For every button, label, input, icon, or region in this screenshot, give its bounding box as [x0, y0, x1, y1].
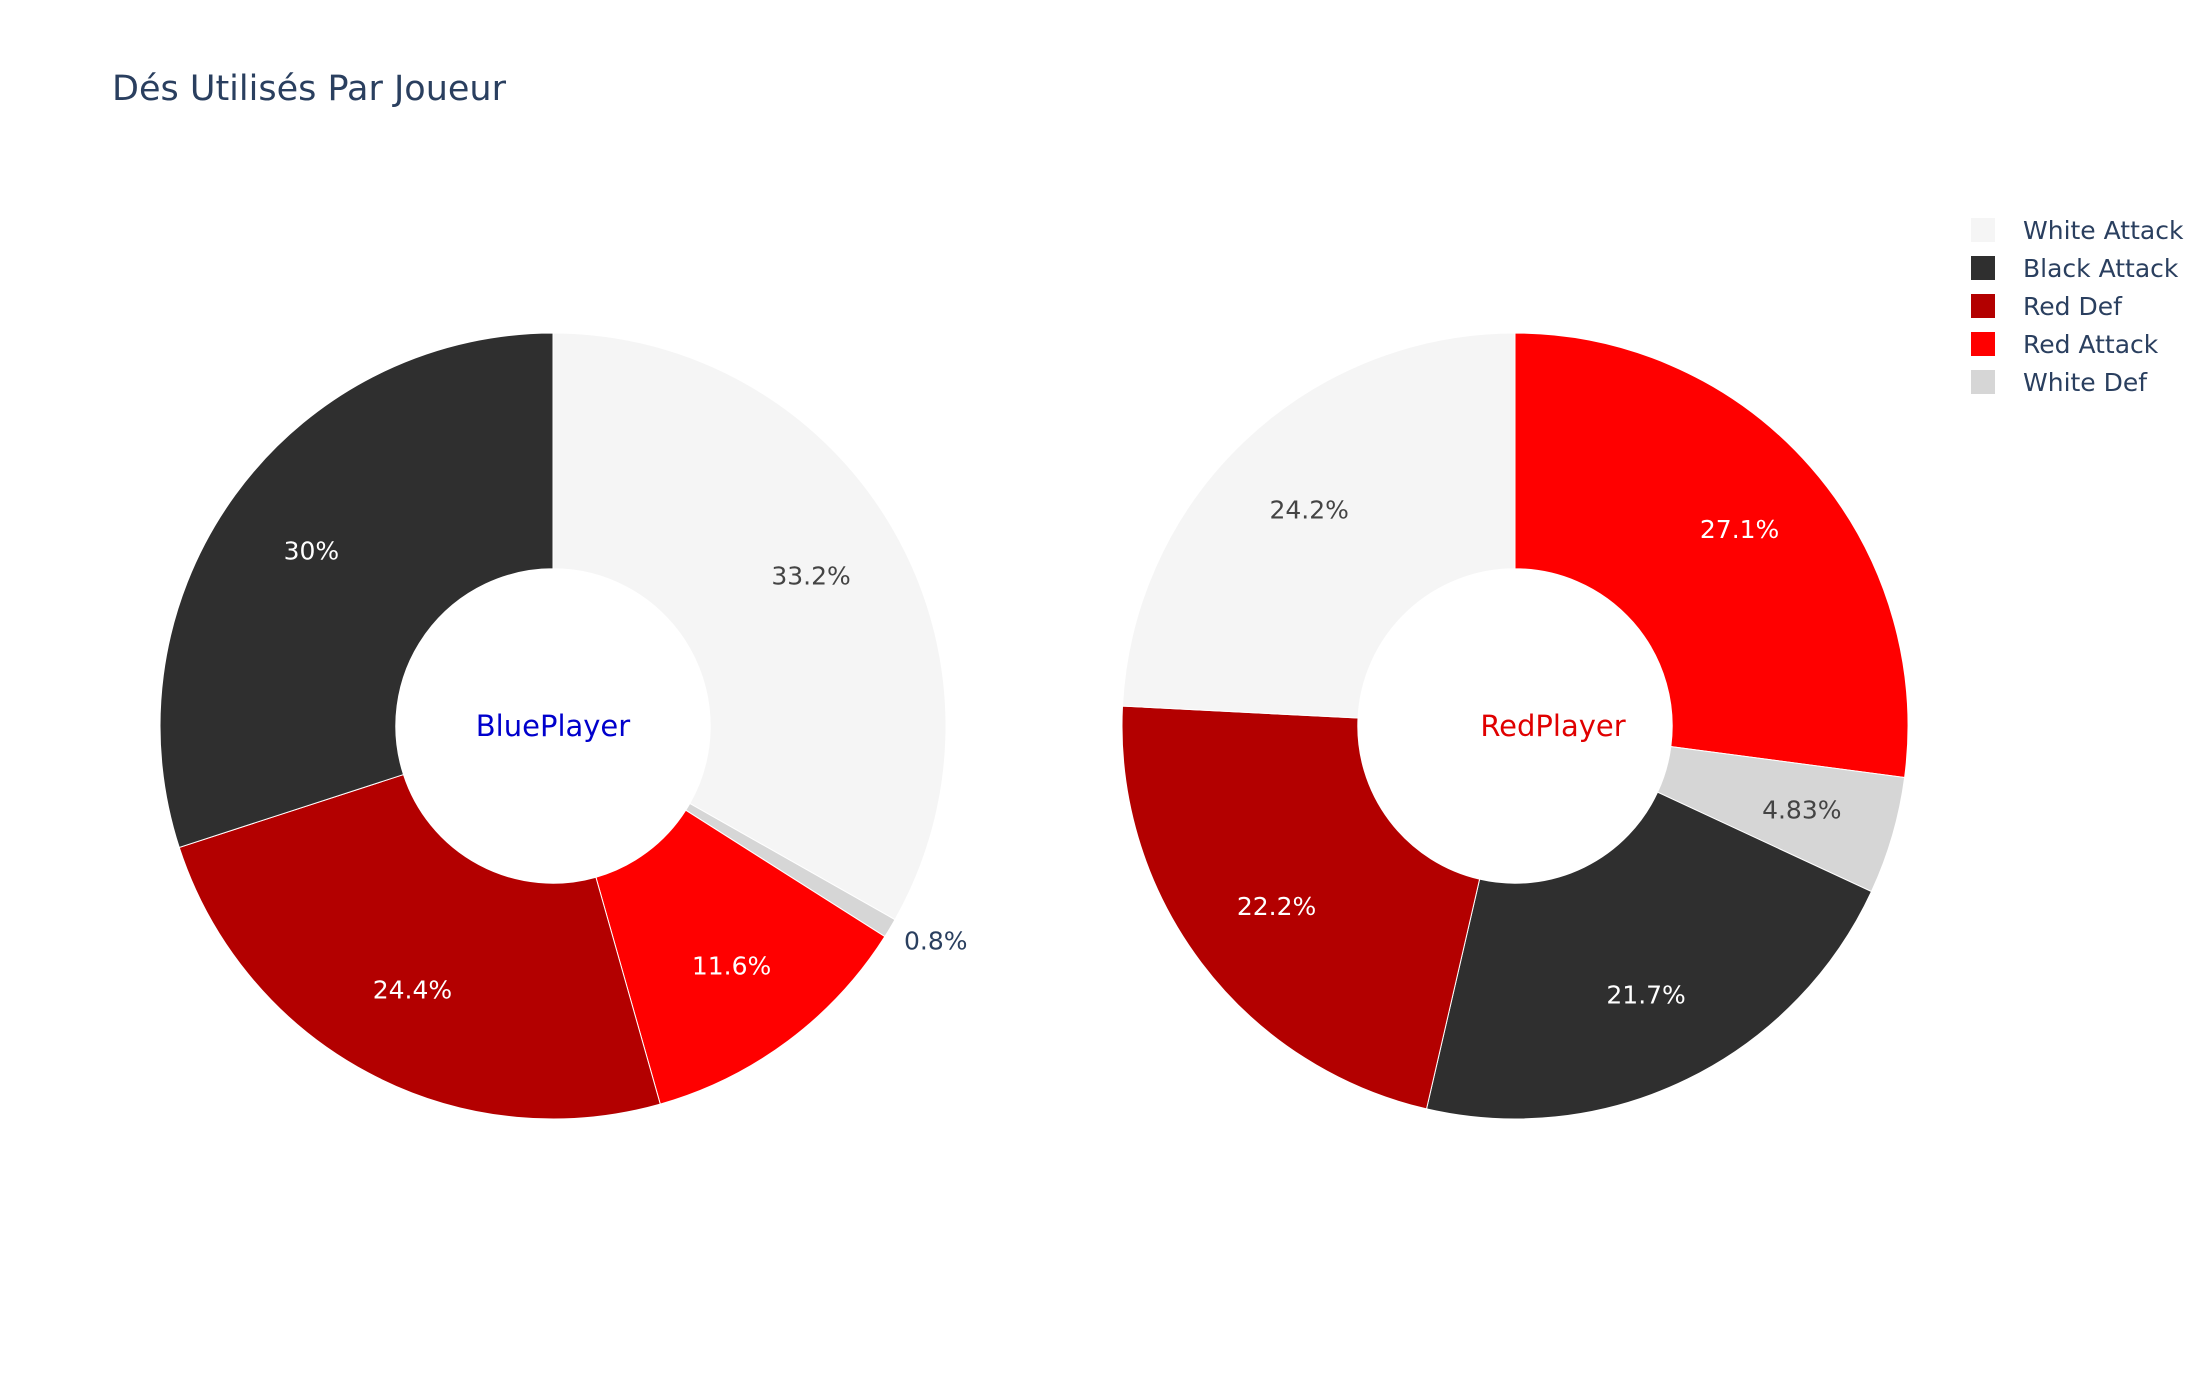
legend-swatch-white-attack: [1971, 218, 1995, 242]
slice-label-redplayer-red-attack: 27.1%: [1700, 515, 1779, 544]
legend-swatch-black-attack: [1971, 256, 1995, 280]
legend: White Attack Black Attack Red Def Red Attac…: [1971, 216, 2184, 397]
legend-label-white-def: White Def: [2023, 368, 2148, 397]
slice-blueplayer-white-attack[interactable]: [552, 332, 947, 921]
pie-redplayer: 27.1% 4.83% 21.7% 22.2% 24.2% RedPlayer: [1121, 332, 1909, 1120]
slice-label-blueplayer-red-def: 24.4%: [373, 976, 452, 1005]
slice-label-blueplayer-red-attack: 11.6%: [692, 951, 771, 980]
slice-redplayer-white-attack[interactable]: [1121, 332, 1516, 719]
legend-label-red-def: Red Def: [2023, 292, 2123, 321]
slice-label-redplayer-white-def: 4.83%: [1762, 795, 1841, 824]
slice-redplayer-red-def[interactable]: [1121, 705, 1481, 1110]
legend-item-black-attack[interactable]: Black Attack: [1971, 254, 2179, 283]
slice-label-redplayer-red-def: 22.2%: [1237, 892, 1316, 921]
legend-label-red-attack: Red Attack: [2023, 330, 2159, 359]
slice-label-redplayer-white-attack: 24.2%: [1270, 496, 1349, 525]
legend-item-white-attack[interactable]: White Attack: [1971, 216, 2184, 245]
slice-blueplayer-red-def[interactable]: [178, 773, 661, 1120]
center-label-blueplayer: BluePlayer: [476, 709, 630, 743]
legend-item-white-def[interactable]: White Def: [1971, 368, 2148, 397]
legend-label-white-attack: White Attack: [2023, 216, 2184, 245]
chart-title: Dés Utilisés Par Joueur: [112, 69, 507, 109]
slice-blueplayer-black-attack[interactable]: [159, 332, 554, 849]
legend-swatch-red-def: [1971, 294, 1995, 318]
center-label-redplayer: RedPlayer: [1480, 709, 1625, 743]
slice-redplayer-red-attack[interactable]: [1514, 332, 1909, 779]
slice-label-redplayer-black-attack: 21.7%: [1606, 980, 1685, 1009]
slice-redplayer-black-attack[interactable]: [1425, 791, 1873, 1120]
legend-label-black-attack: Black Attack: [2023, 254, 2179, 283]
slice-label-blueplayer-white-attack: 33.2%: [771, 562, 850, 591]
slice-blueplayer-red-attack[interactable]: [595, 809, 886, 1105]
legend-item-red-attack[interactable]: Red Attack: [1971, 330, 2159, 359]
legend-swatch-red-attack: [1971, 332, 1995, 356]
legend-swatch-white-def: [1971, 370, 1995, 394]
slice-label-blueplayer-black-attack: 30%: [284, 536, 340, 565]
pie-blueplayer: 33.2% 0.8% 11.6% 24.4% 30% BluePlayer: [159, 332, 968, 1120]
slice-label-blueplayer-white-def: 0.8%: [904, 926, 968, 955]
pie-charts: 33.2% 0.8% 11.6% 24.4% 30% BluePlayer 27.1% 4.8…: [159, 332, 1909, 1120]
legend-item-red-def[interactable]: Red Def: [1971, 292, 2123, 321]
